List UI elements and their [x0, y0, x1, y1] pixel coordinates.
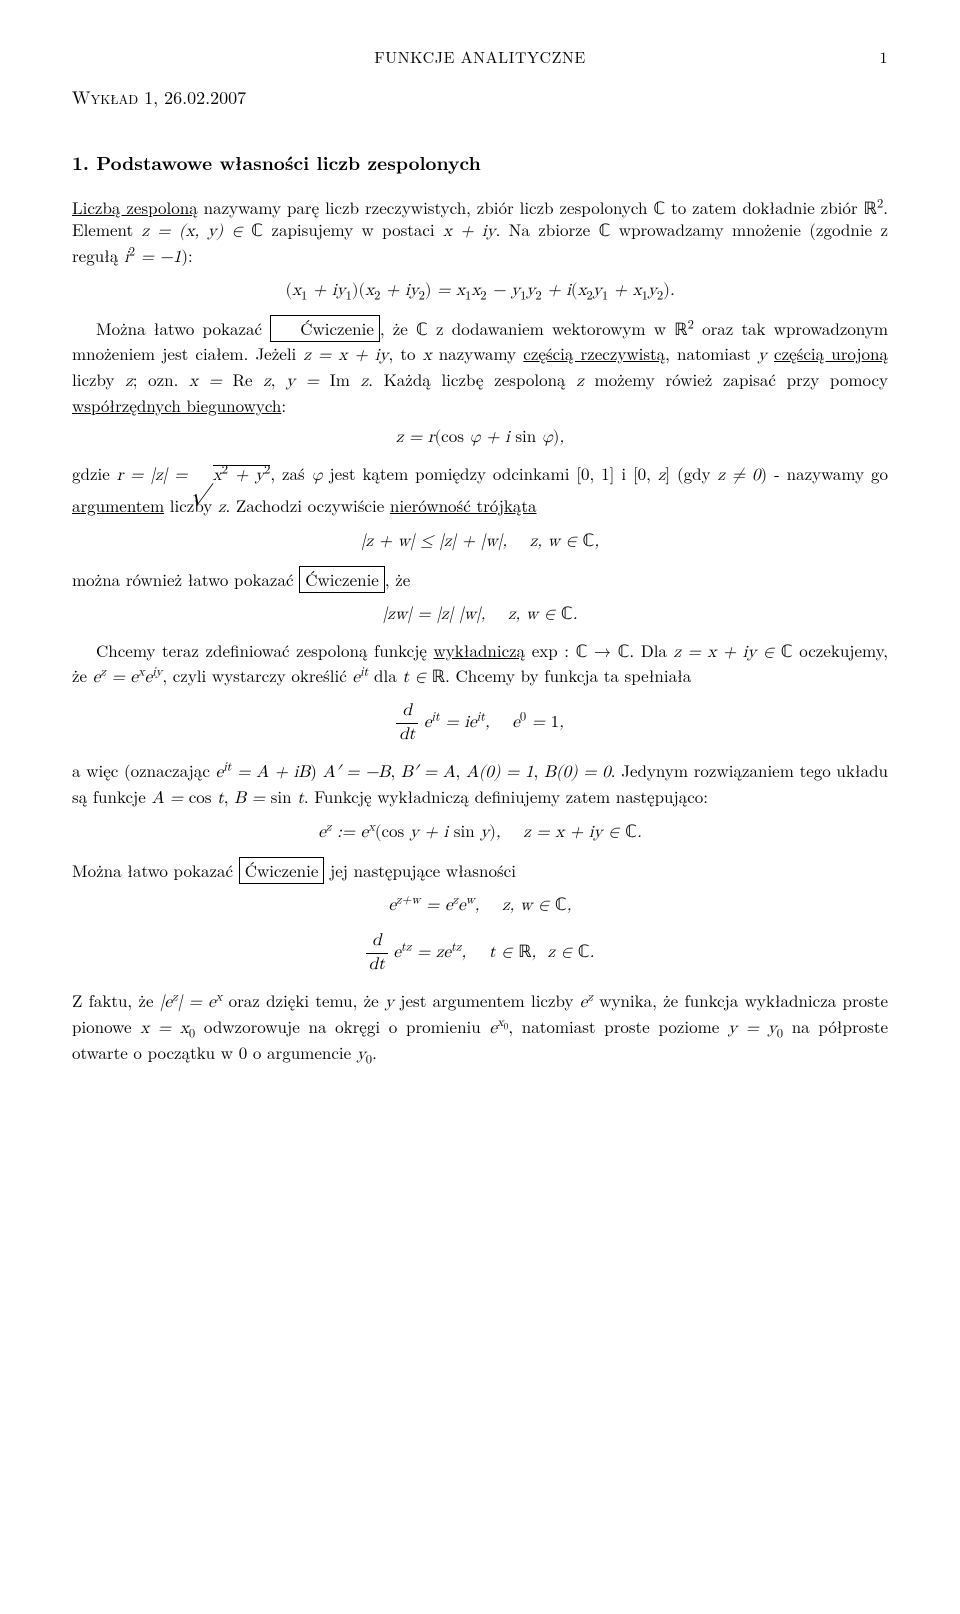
term-real-part: częścią rzeczywistą [523, 341, 665, 365]
equation-5: ddt eit = ieit, e0 = 1, [72, 700, 888, 747]
term-complex-number: Liczbą zespoloną [72, 195, 198, 219]
term-imaginary-part: częścią urojoną [774, 341, 888, 365]
paragraph-4: można również łatwo pokazać Ćwiczenie, ż… [72, 566, 888, 593]
paragraph-7: Można łatwo pokazać Ćwiczenie jej następ… [72, 857, 888, 884]
equation-2: z = r(cos φ + i sin φ), [72, 427, 888, 450]
equation-3: |z + w| ≤ |z| + |w|, z, w ∈ ℂ, [72, 530, 888, 554]
exercise-box: Ćwiczenie [299, 566, 385, 593]
paragraph-6: a więc (oznaczając eit = A + iB) A′ = −B… [72, 759, 888, 811]
exercise-box: Ćwiczenie [239, 857, 325, 884]
equation-8: ddt etz = zetz, t ∈ ℝ, z ∈ ℂ. [72, 930, 888, 977]
equation-7: ez+w = ezew, z, w ∈ ℂ, [72, 894, 888, 918]
running-header: FUNKCJE ANALITYCZNE 1 [72, 46, 888, 68]
running-title: FUNKCJE ANALITYCZNE [92, 46, 868, 68]
equation-6: ez := ex(cos y + i sin y), z = x + iy ∈ … [72, 821, 888, 845]
section-number: 1. [72, 148, 89, 176]
term-exponential: wykładniczą [434, 638, 526, 662]
section-title: Podstawowe własności liczb zespolonych [96, 148, 481, 176]
paragraph-3: gdzie r = |z| = √x2 + y2, zaś φ jest kąt… [72, 462, 888, 520]
exercise-box: Ćwiczenie [270, 315, 380, 342]
page-number: 1 [868, 46, 888, 68]
paragraph-1: Liczbą zespoloną nazywamy parę liczb rze… [72, 196, 888, 271]
term-argument: argumentem [72, 493, 164, 517]
paragraph-8: Z faktu, że |ez| = ex oraz dzięki temu, … [72, 989, 888, 1067]
section-heading: 1. Podstawowe własności liczb zespolonyc… [72, 150, 888, 176]
term-triangle-inequality: nierówność trójkąta [390, 493, 537, 517]
lecture-line: Wykład 1, 26.02.2007 [72, 86, 888, 110]
paragraph-2: Można łatwo pokazać Ćwiczenie, że ℂ z do… [72, 315, 888, 417]
equation-1: (x1 + iy1)(x2 + iy2) = x1x2 − y1y2 + i(x… [72, 280, 888, 303]
equation-4: |zw| = |z| |w|, z, w ∈ ℂ. [72, 603, 888, 627]
paragraph-5: Chcemy teraz zdefiniować zespoloną funkc… [72, 639, 888, 691]
term-polar-coordinates: współrzędnych biegunowych [72, 393, 281, 417]
